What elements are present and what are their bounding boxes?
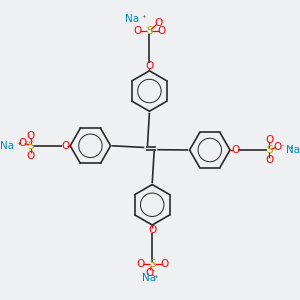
Text: O: O xyxy=(134,26,142,37)
Text: ⁻: ⁻ xyxy=(161,20,164,26)
Text: S: S xyxy=(149,259,155,269)
Text: ⁺: ⁺ xyxy=(17,141,21,150)
Text: O: O xyxy=(231,145,239,155)
Text: O: O xyxy=(145,61,154,71)
Text: O: O xyxy=(160,259,168,269)
Text: O: O xyxy=(27,131,35,141)
Text: O: O xyxy=(148,225,156,235)
Text: O: O xyxy=(145,268,154,278)
Text: ⁻: ⁻ xyxy=(280,144,284,150)
Text: Na: Na xyxy=(142,273,157,284)
Text: O: O xyxy=(136,259,145,269)
Text: S: S xyxy=(266,145,273,155)
Text: ⁺: ⁺ xyxy=(288,146,293,154)
Text: O: O xyxy=(154,18,163,28)
Text: ⁻: ⁻ xyxy=(152,270,156,276)
Text: ⁻: ⁻ xyxy=(25,140,28,146)
Text: Na: Na xyxy=(286,145,300,155)
Text: ⁺: ⁺ xyxy=(153,274,158,283)
Text: Na: Na xyxy=(124,14,139,24)
Text: S: S xyxy=(28,141,34,151)
Text: O: O xyxy=(18,138,27,148)
Text: ⁺: ⁺ xyxy=(141,14,146,23)
Text: O: O xyxy=(265,135,274,145)
Text: Na: Na xyxy=(0,141,14,151)
Text: O: O xyxy=(157,26,165,37)
Text: O: O xyxy=(27,151,35,160)
Text: O: O xyxy=(274,142,282,152)
Text: O: O xyxy=(61,141,69,151)
Text: S: S xyxy=(146,26,153,37)
Text: O: O xyxy=(265,155,274,165)
